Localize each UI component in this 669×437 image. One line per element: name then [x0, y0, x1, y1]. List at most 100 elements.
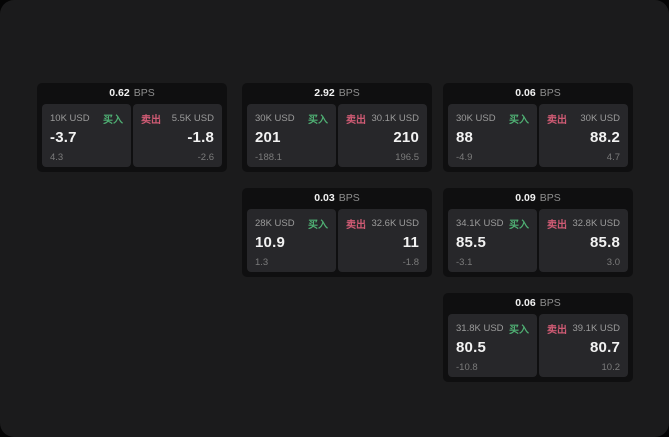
sell-side-label: 卖出: [346, 220, 366, 231]
buy-price: 85.5: [456, 234, 486, 251]
sell-panel[interactable]: 卖出 39.1K USD 80.7 10.2: [539, 314, 628, 377]
buy-amount: 30K USD: [456, 113, 496, 124]
quote-card: 0.06 BPS 31.8K USD 买入 80.5 -10.8 卖出 39.1…: [443, 293, 633, 382]
quote-card: 0.62 BPS 10K USD 买入 -3.7 4.3 卖出 5.5K USD…: [37, 83, 227, 172]
sell-price: -1.8: [187, 129, 214, 146]
sell-panel[interactable]: 卖出 5.5K USD -1.8 -2.6: [133, 104, 222, 167]
sell-amount: 30K USD: [580, 113, 620, 124]
buy-amount: 10K USD: [50, 113, 90, 124]
buy-amount: 31.8K USD: [456, 323, 504, 334]
buy-price: 88: [456, 129, 474, 146]
bps-unit-label: BPS: [133, 87, 155, 99]
buy-delta: -4.9: [456, 152, 473, 163]
sell-panel-top: 卖出 32.6K USD: [346, 216, 419, 231]
sell-panel-top: 卖出 32.8K USD: [547, 216, 620, 231]
card-header: 0.03 BPS: [242, 188, 432, 209]
buy-delta: 4.3: [50, 152, 64, 163]
bps-unit-label: BPS: [539, 87, 561, 99]
sell-price: 11: [402, 234, 419, 251]
buy-panel-top: 30K USD 买入: [255, 111, 328, 126]
sell-delta: -2.6: [197, 152, 214, 163]
sell-price: 88.2: [590, 129, 620, 146]
buy-panel[interactable]: 30K USD 买入 201 -188.1: [247, 104, 336, 167]
quote-card: 0.03 BPS 28K USD 买入 10.9 1.3 卖出 32.6K US…: [242, 188, 432, 277]
buy-side-label: 买入: [308, 115, 328, 126]
sell-price: 85.8: [590, 234, 620, 251]
quote-card: 0.06 BPS 30K USD 买入 88 -4.9 卖出 30K USD 8…: [443, 83, 633, 172]
card-header: 0.06 BPS: [443, 83, 633, 104]
sell-side-label: 卖出: [547, 115, 567, 126]
buy-panel[interactable]: 31.8K USD 买入 80.5 -10.8: [448, 314, 537, 377]
bps-value: 2.92: [314, 87, 335, 99]
buy-side-label: 买入: [308, 220, 328, 231]
sell-panel[interactable]: 卖出 30K USD 88.2 4.7: [539, 104, 628, 167]
bps-value: 0.03: [314, 192, 335, 204]
buy-delta: -3.1: [456, 257, 473, 268]
sell-price: 80.7: [590, 339, 620, 356]
buy-delta: 1.3: [255, 257, 269, 268]
buy-side-label: 买入: [509, 220, 529, 231]
sell-delta: 4.7: [606, 152, 620, 163]
sell-amount: 39.1K USD: [572, 323, 620, 334]
sell-panel[interactable]: 卖出 30.1K USD 210 196.5: [338, 104, 427, 167]
sell-amount: 5.5K USD: [171, 113, 214, 124]
sell-panel-top: 卖出 39.1K USD: [547, 321, 620, 336]
bps-unit-label: BPS: [338, 192, 360, 204]
sell-panel-top: 卖出 30.1K USD: [346, 111, 419, 126]
bps-unit-label: BPS: [539, 297, 561, 309]
bps-value: 0.62: [109, 87, 130, 99]
sell-panel[interactable]: 卖出 32.8K USD 85.8 3.0: [539, 209, 628, 272]
buy-amount: 28K USD: [255, 218, 295, 229]
sell-amount: 32.6K USD: [371, 218, 419, 229]
buy-price: 201: [255, 129, 281, 146]
buy-side-label: 买入: [103, 115, 123, 126]
sell-panel-top: 卖出 30K USD: [547, 111, 620, 126]
buy-panel[interactable]: 34.1K USD 买入 85.5 -3.1: [448, 209, 537, 272]
sell-amount: 32.8K USD: [572, 218, 620, 229]
sell-side-label: 卖出: [547, 220, 567, 231]
sell-price: 210: [393, 129, 419, 146]
sell-panel[interactable]: 卖出 32.6K USD 11 -1.8: [338, 209, 427, 272]
bps-unit-label: BPS: [539, 192, 561, 204]
buy-price: 80.5: [456, 339, 486, 356]
bps-value: 0.09: [515, 192, 536, 204]
sell-amount: 30.1K USD: [371, 113, 419, 124]
buy-panel-top: 10K USD 买入: [50, 111, 123, 126]
sell-delta: 10.2: [601, 362, 621, 373]
quote-card: 0.09 BPS 34.1K USD 买入 85.5 -3.1 卖出 32.8K…: [443, 188, 633, 277]
buy-side-label: 买入: [509, 115, 529, 126]
buy-price: -3.7: [50, 129, 77, 146]
card-header: 0.06 BPS: [443, 293, 633, 314]
buy-delta: -10.8: [456, 362, 478, 373]
sell-delta: 3.0: [606, 257, 620, 268]
buy-panel-top: 34.1K USD 买入: [456, 216, 529, 231]
bps-unit-label: BPS: [338, 87, 360, 99]
sell-side-label: 卖出: [346, 115, 366, 126]
buy-amount: 34.1K USD: [456, 218, 504, 229]
card-header: 0.62 BPS: [37, 83, 227, 104]
card-body: 30K USD 买入 201 -188.1 卖出 30.1K USD 210 1…: [242, 104, 432, 167]
buy-side-label: 买入: [509, 325, 529, 336]
buy-panel[interactable]: 28K USD 买入 10.9 1.3: [247, 209, 336, 272]
card-body: 10K USD 买入 -3.7 4.3 卖出 5.5K USD -1.8 -2.…: [37, 104, 227, 167]
card-header: 0.09 BPS: [443, 188, 633, 209]
card-header: 2.92 BPS: [242, 83, 432, 104]
buy-amount: 30K USD: [255, 113, 295, 124]
card-body: 31.8K USD 买入 80.5 -10.8 卖出 39.1K USD 80.…: [443, 314, 633, 377]
card-body: 30K USD 买入 88 -4.9 卖出 30K USD 88.2 4.7: [443, 104, 633, 167]
bps-value: 0.06: [515, 297, 536, 309]
buy-panel[interactable]: 10K USD 买入 -3.7 4.3: [42, 104, 131, 167]
sell-delta: -1.8: [402, 257, 419, 268]
buy-panel-top: 31.8K USD 买入: [456, 321, 529, 336]
sell-side-label: 卖出: [547, 325, 567, 336]
buy-panel[interactable]: 30K USD 买入 88 -4.9: [448, 104, 537, 167]
buy-price: 10.9: [255, 234, 285, 251]
quote-card: 2.92 BPS 30K USD 买入 201 -188.1 卖出 30.1K …: [242, 83, 432, 172]
sell-side-label: 卖出: [141, 115, 161, 126]
sell-panel-top: 卖出 5.5K USD: [141, 111, 214, 126]
bps-value: 0.06: [515, 87, 536, 99]
card-body: 34.1K USD 买入 85.5 -3.1 卖出 32.8K USD 85.8…: [443, 209, 633, 272]
buy-delta: -188.1: [255, 152, 282, 163]
buy-panel-top: 30K USD 买入: [456, 111, 529, 126]
